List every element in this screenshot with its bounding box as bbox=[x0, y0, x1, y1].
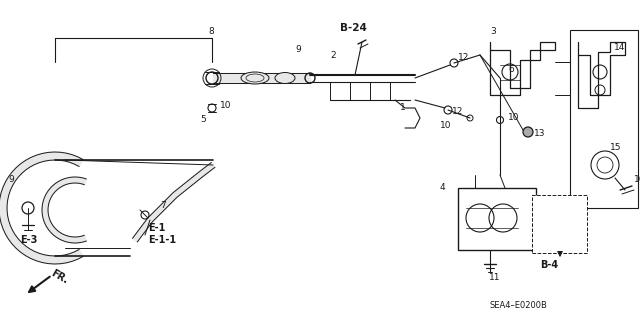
Text: 10: 10 bbox=[220, 100, 232, 109]
Text: E-1: E-1 bbox=[148, 223, 165, 233]
Polygon shape bbox=[132, 163, 215, 242]
Text: 14: 14 bbox=[614, 43, 625, 53]
Bar bbox=[458, 188, 536, 250]
Bar bbox=[532, 195, 587, 253]
Text: 5: 5 bbox=[200, 115, 205, 124]
Text: 6: 6 bbox=[508, 65, 514, 75]
Text: 15: 15 bbox=[610, 144, 621, 152]
Text: 12: 12 bbox=[452, 108, 463, 116]
Text: E-1-1: E-1-1 bbox=[148, 235, 176, 245]
Text: E-3: E-3 bbox=[20, 235, 37, 245]
Text: SEA4–E0200B: SEA4–E0200B bbox=[490, 301, 548, 310]
Text: 1: 1 bbox=[400, 103, 406, 113]
Text: 3: 3 bbox=[490, 27, 496, 36]
Text: 10: 10 bbox=[440, 121, 451, 130]
Text: 12: 12 bbox=[458, 54, 469, 63]
Text: 13: 13 bbox=[534, 129, 545, 137]
Polygon shape bbox=[213, 73, 310, 83]
Text: 7: 7 bbox=[160, 201, 166, 210]
Ellipse shape bbox=[241, 72, 269, 84]
Text: B-24: B-24 bbox=[340, 23, 367, 33]
Polygon shape bbox=[0, 152, 83, 264]
Text: 8: 8 bbox=[208, 27, 214, 36]
Text: 9: 9 bbox=[8, 175, 13, 184]
Text: FR.: FR. bbox=[49, 268, 70, 285]
Ellipse shape bbox=[275, 72, 295, 84]
Text: 4: 4 bbox=[440, 183, 445, 192]
Text: 16: 16 bbox=[634, 175, 640, 184]
Polygon shape bbox=[42, 177, 86, 243]
Text: B-4: B-4 bbox=[540, 260, 558, 270]
Bar bbox=[570, 30, 638, 208]
Text: 9: 9 bbox=[295, 46, 301, 55]
Text: 2: 2 bbox=[330, 50, 335, 60]
Circle shape bbox=[523, 127, 533, 137]
Text: 11: 11 bbox=[489, 273, 500, 283]
Text: 10: 10 bbox=[508, 114, 520, 122]
